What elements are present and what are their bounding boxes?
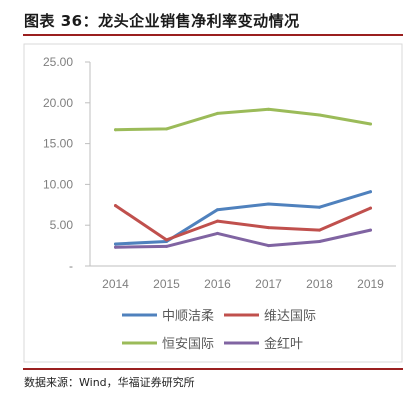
data-point-series-4-2016 bbox=[216, 231, 219, 235]
y-tick-label: 25.00 bbox=[43, 55, 73, 69]
figure-title: 图表 36：龙头企业销售净利率变动情况 bbox=[24, 12, 300, 30]
data-point-series-2-2014 bbox=[114, 204, 117, 208]
data-point-series-3-2015 bbox=[165, 127, 168, 131]
data-point-series-3-2018 bbox=[318, 113, 321, 117]
data-point-series-2-2016 bbox=[216, 219, 219, 223]
y-tick-label: 20.00 bbox=[43, 96, 73, 110]
data-point-series-3-2019 bbox=[369, 122, 372, 126]
data-point-series-4-2014 bbox=[114, 245, 117, 249]
source-rule bbox=[23, 368, 403, 370]
data-point-series-1-2016 bbox=[216, 208, 219, 212]
legend-label-3: 恒安国际 bbox=[162, 337, 214, 352]
y-tick-label: 10.00 bbox=[43, 177, 73, 191]
x-tick-label-2015: 2015 bbox=[153, 277, 180, 291]
data-point-series-2-2015 bbox=[165, 238, 168, 242]
data-point-series-4-2015 bbox=[165, 244, 168, 248]
legend-label-4: 金红叶 bbox=[264, 336, 303, 352]
x-tick-label-2014: 2014 bbox=[102, 277, 129, 291]
plot-frame bbox=[23, 43, 403, 363]
y-tick-label: 15.00 bbox=[43, 137, 73, 151]
y-tick-label: - bbox=[69, 259, 73, 273]
legend-label-2: 维达国际 bbox=[264, 309, 316, 324]
x-tick-label-2018: 2018 bbox=[306, 277, 333, 291]
data-point-series-3-2014 bbox=[114, 128, 117, 132]
x-tick-label-2017: 2017 bbox=[255, 277, 282, 291]
y-tick-label: 5.00 bbox=[50, 218, 74, 232]
series-line-2 bbox=[114, 204, 372, 242]
data-point-series-1-2014 bbox=[114, 242, 117, 246]
x-tick-label-2019: 2019 bbox=[357, 277, 384, 291]
source-note: 数据来源：Wind，华福证券研究所 bbox=[24, 376, 195, 389]
title-rule bbox=[23, 34, 403, 36]
data-point-series-2-2017 bbox=[267, 226, 270, 230]
y-axis: - 5.00 10.00 15.00 20.00 25.00 bbox=[43, 55, 91, 273]
series-line-3 bbox=[114, 107, 372, 132]
series-line-1 bbox=[114, 190, 372, 246]
series-line-4 bbox=[114, 228, 372, 249]
data-point-series-1-2017 bbox=[267, 202, 270, 206]
legend-label-1: 中顺洁柔 bbox=[162, 309, 214, 324]
data-point-series-4-2018 bbox=[318, 240, 321, 244]
x-axis: 2014 2015 2016 2017 2018 2019 bbox=[90, 265, 396, 291]
x-tick-label-2016: 2016 bbox=[204, 277, 231, 291]
data-point-series-2-2018 bbox=[318, 228, 321, 232]
data-point-series-4-2019 bbox=[369, 228, 372, 232]
data-point-series-1-2019 bbox=[369, 190, 372, 194]
data-point-series-3-2016 bbox=[216, 111, 219, 115]
data-point-series-2-2019 bbox=[369, 206, 372, 210]
data-point-series-3-2017 bbox=[267, 107, 270, 111]
data-point-series-1-2018 bbox=[318, 205, 321, 209]
data-point-series-4-2017 bbox=[267, 244, 270, 248]
series-lines bbox=[114, 107, 372, 249]
